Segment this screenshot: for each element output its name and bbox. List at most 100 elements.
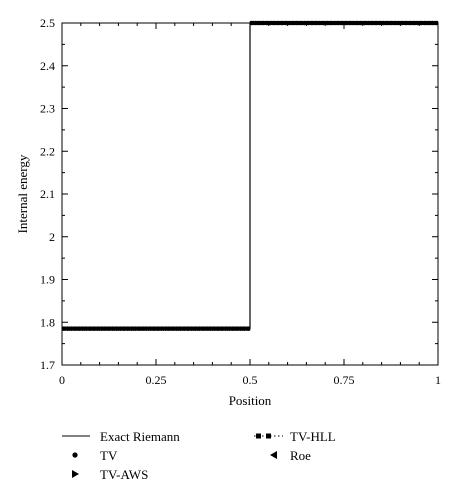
point-roe xyxy=(411,20,416,26)
point-roe xyxy=(133,326,138,331)
point-roe xyxy=(215,326,221,331)
legend-marker-roe xyxy=(270,451,277,459)
point-roe xyxy=(125,326,130,331)
point-roe xyxy=(324,20,330,26)
point-roe xyxy=(208,326,213,331)
point-roe xyxy=(196,326,202,331)
x-tick-label: 1 xyxy=(435,373,441,387)
legend-item-tv: TV xyxy=(72,448,118,463)
point-roe xyxy=(305,20,311,26)
legend: Exact Riemann TV TV-AWS TV-HLL Roe xyxy=(62,429,336,482)
point-roe xyxy=(283,20,288,26)
y-tick-label: 2.2 xyxy=(40,144,55,158)
point-roe xyxy=(328,20,333,26)
point-roe xyxy=(80,326,85,331)
point-roe xyxy=(426,20,431,26)
point-roe xyxy=(110,326,115,331)
point-roe xyxy=(106,326,111,331)
point-roe xyxy=(230,326,236,331)
point-roe xyxy=(155,326,160,331)
point-roe xyxy=(170,326,175,331)
point-roe xyxy=(193,326,198,331)
point-roe xyxy=(200,326,205,331)
x-axis-title: Position xyxy=(229,393,272,408)
point-roe xyxy=(260,20,266,26)
point-roe xyxy=(294,20,299,26)
legend-item-tv-hll: TV-HLL xyxy=(254,429,336,444)
point-roe xyxy=(388,20,393,26)
y-tick-label: 1.7 xyxy=(40,358,55,372)
point-roe xyxy=(144,326,149,331)
y-tick-label: 1.9 xyxy=(40,273,55,287)
point-roe xyxy=(136,326,142,331)
point-roe xyxy=(272,20,277,26)
point-roe xyxy=(257,20,262,26)
x-tick-label: 0.75 xyxy=(334,373,355,387)
point-roe xyxy=(189,326,194,331)
point-roe xyxy=(227,326,232,331)
legend-label-roe: Roe xyxy=(290,448,311,463)
point-roe xyxy=(95,326,100,331)
point-roe xyxy=(279,20,284,26)
series-layer xyxy=(61,20,439,331)
point-roe xyxy=(392,20,397,26)
point-roe xyxy=(317,20,322,26)
series-roe xyxy=(61,20,439,331)
point-roe xyxy=(163,326,168,331)
point-roe xyxy=(275,20,281,26)
legend-label-tv-aws: TV-AWS xyxy=(100,467,148,482)
point-roe xyxy=(418,20,424,26)
x-tick-label: 0 xyxy=(59,373,65,387)
point-roe xyxy=(238,326,243,331)
point-roe xyxy=(61,326,66,331)
point-roe xyxy=(76,326,81,331)
legend-marker-tv-hll-2 xyxy=(266,433,271,439)
point-roe xyxy=(362,20,367,26)
point-roe xyxy=(354,20,360,26)
point-roe xyxy=(114,326,119,331)
point-roe xyxy=(381,20,386,26)
point-roe xyxy=(102,326,108,331)
point-roe xyxy=(351,20,356,26)
point-roe xyxy=(117,326,123,331)
point-roe xyxy=(185,326,190,331)
point-roe xyxy=(84,326,89,331)
point-roe xyxy=(121,326,127,331)
point-roe xyxy=(302,20,307,26)
point-roe xyxy=(366,20,371,26)
point-roe xyxy=(396,20,401,26)
point-roe xyxy=(174,326,179,331)
point-roe xyxy=(433,20,439,26)
point-roe xyxy=(415,20,420,26)
x-axis-ticks: 0 0.25 0.5 0.75 1 xyxy=(59,23,441,387)
y-tick-label: 1.8 xyxy=(40,315,55,329)
point-roe xyxy=(245,326,251,331)
point-roe xyxy=(264,20,269,26)
y-tick-label: 2.4 xyxy=(40,59,55,73)
point-roe xyxy=(298,20,303,26)
point-roe xyxy=(407,20,412,26)
y-tick-label: 2.5 xyxy=(40,16,55,30)
point-roe xyxy=(253,20,258,26)
legend-marker-tv-aws xyxy=(72,470,79,478)
point-roe xyxy=(91,326,96,331)
point-roe xyxy=(358,20,363,26)
point-roe xyxy=(430,20,435,26)
point-roe xyxy=(65,326,70,331)
point-roe xyxy=(339,20,345,26)
point-roe xyxy=(99,326,104,331)
point-roe xyxy=(377,20,382,26)
point-roe xyxy=(332,20,337,26)
point-roe xyxy=(234,326,239,331)
y-tick-label: 2.3 xyxy=(40,102,55,116)
point-roe xyxy=(287,20,292,26)
point-roe xyxy=(373,20,378,26)
y-axis-title: Internal energy xyxy=(15,154,30,233)
legend-marker-tv xyxy=(72,452,78,458)
point-roe xyxy=(422,20,427,26)
point-roe xyxy=(148,326,153,331)
point-roe xyxy=(343,20,348,26)
point-roe xyxy=(166,326,172,331)
